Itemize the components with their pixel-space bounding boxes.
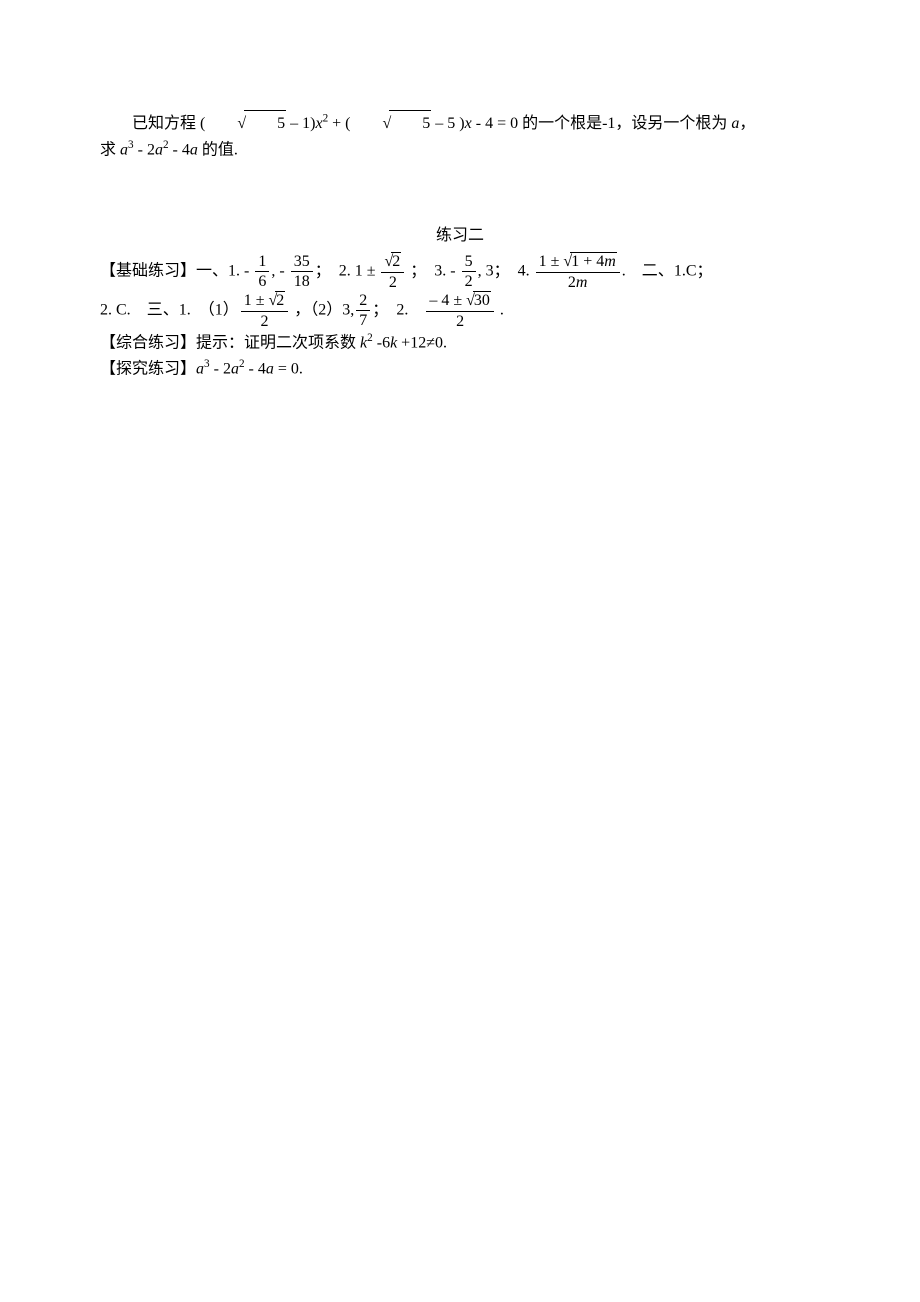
sqrt-5: √5 [351, 110, 432, 137]
text: 已知方程 ( [132, 115, 205, 132]
text: 的值. [198, 141, 238, 158]
var-a: a [120, 141, 128, 158]
fraction: 52 [462, 253, 476, 291]
text: - 2 [134, 141, 155, 158]
problem-line-1: 已知方程 (√5 – 1)x2 + (√5 – 5 )x - 4 = 0 的一个… [100, 110, 820, 137]
text: 1. （1） [179, 302, 239, 319]
text: 1.C； [674, 262, 713, 279]
sqrt: √2 [384, 252, 401, 271]
sqrt: √2 [269, 291, 286, 310]
basic-row-2: 2. C. 三、1. （1）1 ± √22 ，（2）3,27； 2. – 4 ±… [100, 291, 820, 330]
var-a: a [155, 141, 163, 158]
text: , - [271, 262, 288, 279]
sqrt-5: √5 [205, 110, 286, 137]
sqrt: √1 + 4m [563, 252, 616, 271]
text: 求 [100, 141, 120, 158]
explore-row: 【探究练习】a3 - 2a2 - 4a = 0. [100, 356, 820, 382]
problem-line-2: 求 a3 - 2a2 - 4a 的值. [100, 137, 820, 163]
fraction: 1 ± √22 [241, 291, 289, 330]
fraction: 27 [356, 292, 370, 330]
text: -6 [373, 335, 390, 352]
text: - 4 [245, 361, 266, 378]
fraction: 1 ± √1 + 4m2m [536, 252, 620, 291]
problem-statement: 已知方程 (√5 – 1)x2 + (√5 – 5 )x - 4 = 0 的一个… [100, 110, 820, 163]
text: 2. 1 ± [339, 262, 380, 279]
var-a: a [196, 361, 204, 378]
text: ， [739, 115, 755, 132]
text: - 2 [210, 361, 231, 378]
text: . [622, 262, 642, 279]
text: +12≠0. [397, 335, 447, 352]
text: - 4 = 0 的一个根是-1，设另一个根为 [472, 115, 732, 132]
text: 3. - [434, 262, 459, 279]
text: 1. - [228, 262, 253, 279]
text: 提示：证明二次项系数 [196, 335, 360, 352]
text: 二、 [642, 262, 674, 279]
fraction: 3518 [291, 253, 313, 291]
text: ； [372, 302, 396, 319]
text: 2. [396, 302, 424, 319]
var-x: x [315, 115, 322, 132]
fraction: – 4 ± √302 [426, 291, 494, 330]
var-x: x [465, 115, 472, 132]
comprehensive-row: 【综合练习】提示：证明二次项系数 k2 -6k +12≠0. [100, 330, 820, 356]
text: ； [315, 262, 339, 279]
explore-section-head: 【探究练习】 [100, 361, 196, 378]
document-page: 已知方程 (√5 – 1)x2 + (√5 – 5 )x - 4 = 0 的一个… [0, 0, 920, 382]
basic-row-1: 【基础练习】一、1. - 16, - 3518； 2. 1 ± √22 ； 3.… [100, 252, 820, 291]
text: ，（2）3, [290, 302, 354, 319]
basic-section-head: 【基础练习】 [100, 262, 196, 279]
fraction: 16 [255, 253, 269, 291]
text: – 1) [286, 115, 315, 132]
text: ； [406, 262, 434, 279]
text: 一、 [196, 262, 228, 279]
var-a: a [231, 361, 239, 378]
text: . [496, 302, 504, 319]
fraction: √22 [381, 252, 404, 291]
text: , 3； [478, 262, 518, 279]
var-a: a [190, 141, 198, 158]
sqrt: √30 [466, 291, 491, 310]
text: – 5 ) [431, 115, 464, 132]
text: + ( [328, 115, 350, 132]
answers-block: 【基础练习】一、1. - 16, - 3518； 2. 1 ± √22 ； 3.… [100, 252, 820, 382]
text: - 4 [169, 141, 190, 158]
comprehensive-section-head: 【综合练习】 [100, 335, 196, 352]
text: 三、 [147, 302, 179, 319]
text: = 0. [274, 361, 303, 378]
text: 4. [518, 262, 534, 279]
var-a: a [266, 361, 274, 378]
answers-title: 练习二 [100, 223, 820, 249]
text: 2. C. [100, 302, 147, 319]
